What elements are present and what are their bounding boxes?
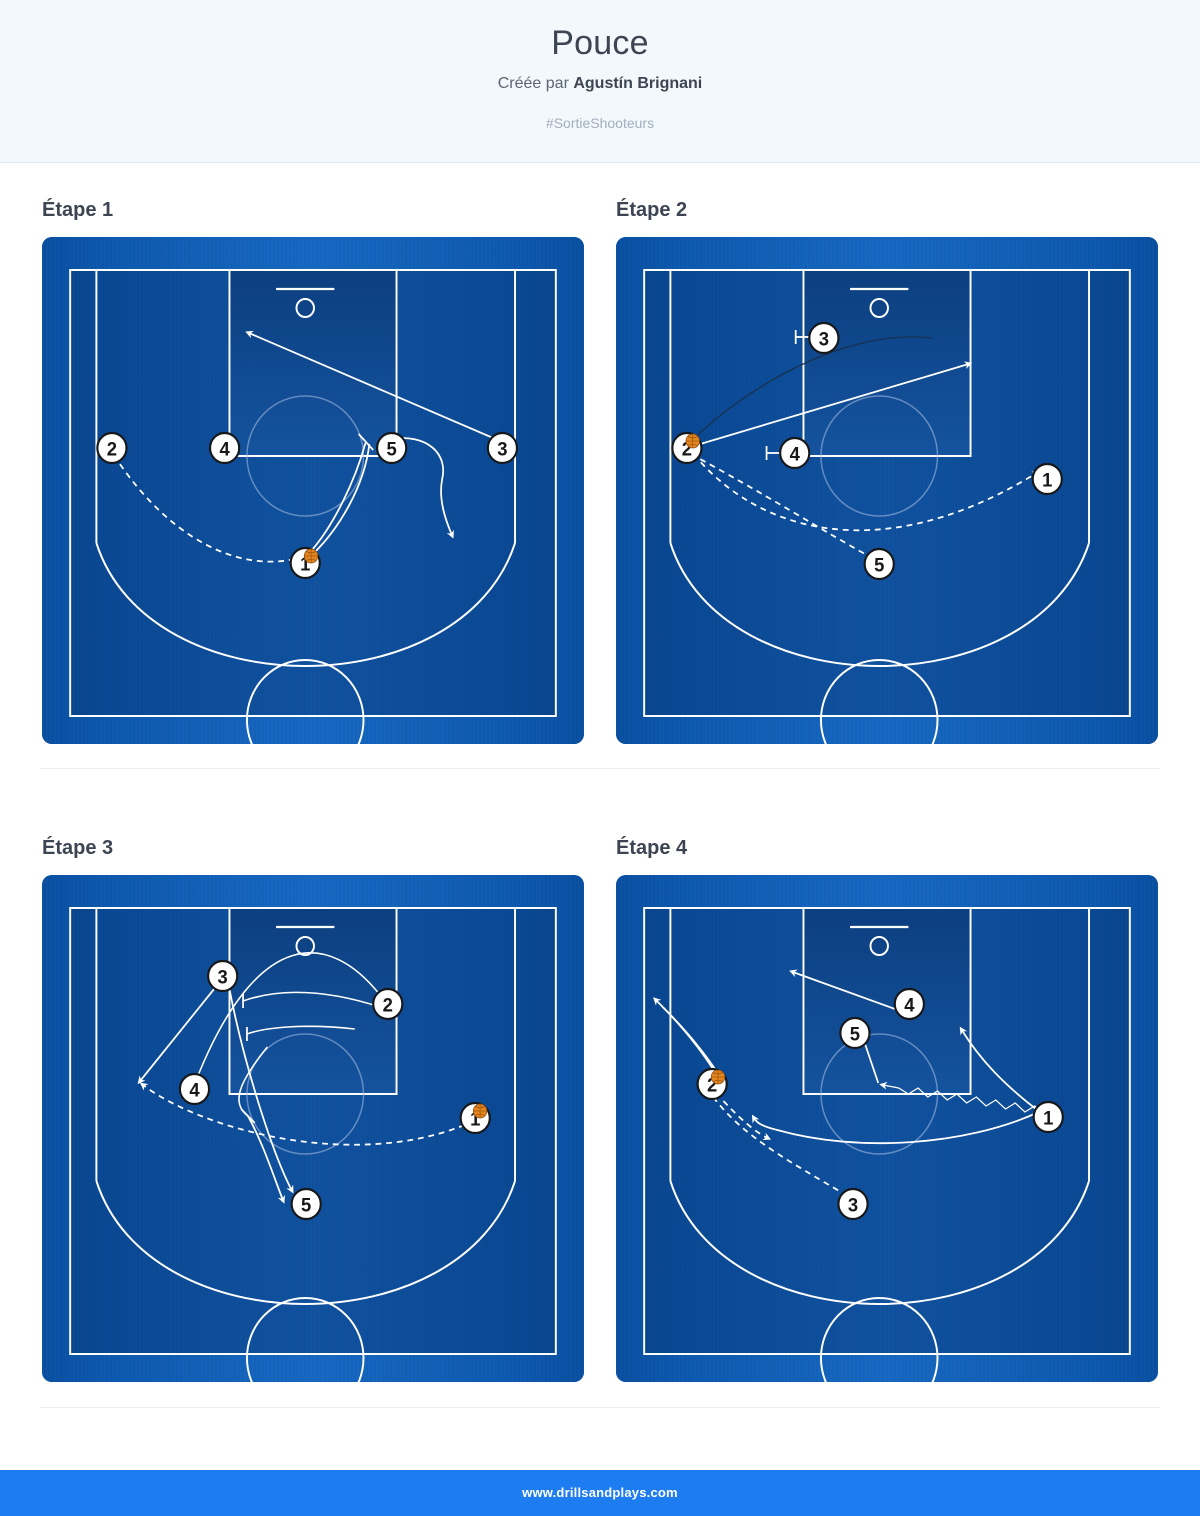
svg-text:2: 2 <box>107 438 117 459</box>
svg-text:4: 4 <box>790 443 801 464</box>
svg-text:3: 3 <box>497 438 507 459</box>
svg-text:5: 5 <box>874 554 884 575</box>
svg-text:4: 4 <box>904 994 915 1015</box>
svg-text:3: 3 <box>819 328 829 349</box>
svg-text:5: 5 <box>387 438 397 459</box>
svg-text:3: 3 <box>848 1194 858 1215</box>
svg-text:5: 5 <box>301 1194 311 1215</box>
svg-text:1: 1 <box>1043 1107 1053 1128</box>
svg-text:2: 2 <box>383 994 393 1015</box>
svg-text:1: 1 <box>1042 469 1052 490</box>
svg-text:3: 3 <box>218 966 228 987</box>
svg-text:4: 4 <box>219 438 230 459</box>
svg-text:4: 4 <box>189 1079 200 1100</box>
svg-text:5: 5 <box>850 1023 860 1044</box>
